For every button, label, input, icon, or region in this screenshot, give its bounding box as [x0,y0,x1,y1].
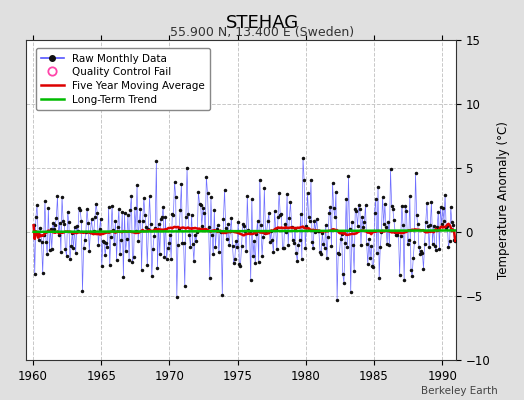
Text: Berkeley Earth: Berkeley Earth [421,386,498,396]
Text: STEHAG: STEHAG [225,14,299,32]
Legend: Raw Monthly Data, Quality Control Fail, Five Year Moving Average, Long-Term Tren: Raw Monthly Data, Quality Control Fail, … [36,48,210,110]
Text: 55.900 N, 13.400 E (Sweden): 55.900 N, 13.400 E (Sweden) [170,26,354,39]
Y-axis label: Temperature Anomaly (°C): Temperature Anomaly (°C) [497,121,510,279]
